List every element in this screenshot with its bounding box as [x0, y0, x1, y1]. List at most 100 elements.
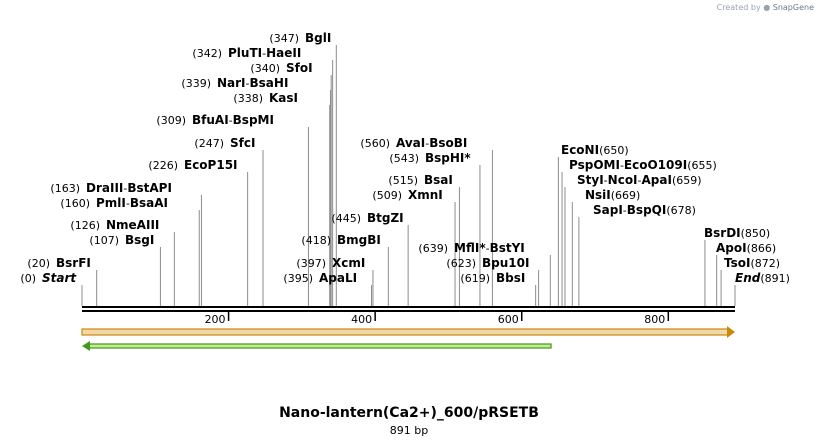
- tick-label: 600: [498, 313, 519, 326]
- site-position: (347): [269, 32, 299, 45]
- site-sfci: (247) SfcI: [194, 136, 255, 150]
- site-leader-lines: [81, 45, 736, 306]
- site-apali: (395) ApaLI: [283, 271, 357, 285]
- site-bpu10i: (623) Bpu10I: [446, 256, 529, 270]
- site-end: End (891): [735, 271, 790, 285]
- site-name: StyI: [577, 173, 604, 187]
- site-name: SapI: [593, 203, 623, 217]
- site-pmli: (160) PmlI - BsaAI: [60, 196, 168, 210]
- site-styi: StyI - NcoI - ApaI (659): [577, 173, 702, 187]
- site-star-marker: *: [479, 241, 486, 255]
- site-alt-name: HaeII: [266, 46, 301, 60]
- site-position: (247): [194, 137, 224, 150]
- site-alt-name: BsoBI: [429, 136, 467, 150]
- site-position: (509): [372, 189, 402, 202]
- site-pluti: (342) PluTI - HaeII: [192, 46, 301, 60]
- site-alt-name: BspMI: [233, 113, 274, 127]
- site-name: XcmI: [332, 256, 365, 270]
- site-name: BtgZI: [367, 211, 404, 225]
- site-name: ApaLI: [319, 271, 357, 285]
- site-ecop15i: (226) EcoP15I: [148, 158, 237, 172]
- site-position: (160): [60, 197, 90, 210]
- site-position: (418): [301, 234, 331, 247]
- credit-brand: SnapGene: [772, 3, 814, 12]
- site-avai: (560) AvaI - BsoBI: [360, 136, 467, 150]
- site-sfoi: (340) SfoI: [250, 61, 312, 75]
- reverse-feature: [87, 343, 552, 349]
- site-name: BfuAI: [192, 113, 229, 127]
- site-position: (445): [331, 212, 361, 225]
- map-length: 891 bp: [389, 424, 429, 437]
- site-dash: -: [604, 174, 608, 187]
- site-position: (309): [156, 114, 186, 127]
- site-name: BbsI: [496, 271, 525, 285]
- snapgene-logo-icon: ●: [763, 3, 771, 12]
- site-nmeaiii: (126) NmeAIII: [70, 218, 159, 232]
- site-bfuai: (309) BfuAI - BspMI: [156, 113, 274, 127]
- site-alt2-name: ApaI: [642, 173, 672, 187]
- site-name: BglI: [305, 31, 331, 45]
- site-bsrdi: BsrDI (850): [704, 226, 770, 240]
- site-position: (678): [666, 204, 696, 217]
- site-dash: -: [229, 114, 233, 127]
- site-alt-name: NcoI: [608, 173, 638, 187]
- site-nsii: NsiI (669): [585, 188, 640, 202]
- site-name: AvaI: [396, 136, 425, 150]
- site-name: BsrDI: [704, 226, 741, 240]
- site-position: (226): [148, 159, 178, 172]
- site-xcmi: (397) XcmI: [296, 256, 365, 270]
- site-dash: -: [246, 77, 250, 90]
- site-bbsi: (619) BbsI: [460, 271, 525, 285]
- site-position: (163): [50, 182, 80, 195]
- site-position: (669): [611, 189, 641, 202]
- site-position: (515): [388, 174, 418, 187]
- site-name: KasI: [269, 91, 298, 105]
- site-star-marker: *: [464, 151, 471, 165]
- site-name: ApoI: [716, 241, 747, 255]
- site-xmni: (509) XmnI: [372, 188, 442, 202]
- site-position: (20): [27, 257, 50, 270]
- forward-feature: [81, 328, 730, 336]
- site-name: BmgBI: [337, 233, 381, 247]
- site-position: (872): [750, 257, 780, 270]
- site-position: (397): [296, 257, 326, 270]
- site-alt-name: BsaAI: [130, 196, 168, 210]
- site-name: MflI: [454, 241, 479, 255]
- site-name: BspHI: [425, 151, 464, 165]
- site-position: (342): [192, 47, 222, 60]
- site-name: EcoP15I: [184, 158, 238, 172]
- tick-label: 400: [351, 313, 372, 326]
- site-position: (655): [687, 159, 717, 172]
- site-mfli: (639) MflI * - BstYI: [418, 241, 524, 255]
- created-by-credit: Created by ● SnapGene: [717, 3, 814, 12]
- site-alt-name: BstAPI: [127, 181, 172, 195]
- site-position: (338): [233, 92, 263, 105]
- site-position: (623): [446, 257, 476, 270]
- site-name: DraIII: [86, 181, 123, 195]
- site-name: PmlI: [96, 196, 126, 210]
- site-alt-name: EcoO109I: [624, 158, 687, 172]
- forward-feature-arrowhead: [727, 326, 735, 338]
- site-dash: -: [486, 242, 490, 255]
- site-btgzi: (445) BtgZI: [331, 211, 403, 225]
- site-position: (650): [599, 144, 629, 157]
- site-name: Bpu10I: [482, 256, 529, 270]
- site-name: NarI: [217, 76, 246, 90]
- tick-label: 200: [205, 313, 226, 326]
- site-alt-name: BsaHI: [250, 76, 289, 90]
- site-pspomi: PspOMI - EcoO109I (655): [569, 158, 717, 172]
- site-kasi: (338) KasI: [233, 91, 298, 105]
- site-name: BsaI: [424, 173, 453, 187]
- site-position: (850): [741, 227, 771, 240]
- site-name: PluTI: [228, 46, 262, 60]
- site-position: (619): [460, 272, 490, 285]
- site-position: (659): [672, 174, 702, 187]
- site-labels: (0) Start(20) BsrFI(107) BsgI(126) NmeAIII(1…: [20, 31, 790, 285]
- site-position: (126): [70, 219, 100, 232]
- site-dash: -: [262, 47, 266, 60]
- site-name: NmeAIII: [106, 218, 159, 232]
- site-position: (0): [20, 272, 36, 285]
- tick-label: 800: [644, 313, 665, 326]
- site-tsoi: TsoI (872): [724, 256, 780, 270]
- site-bsai: (515) BsaI: [388, 173, 452, 187]
